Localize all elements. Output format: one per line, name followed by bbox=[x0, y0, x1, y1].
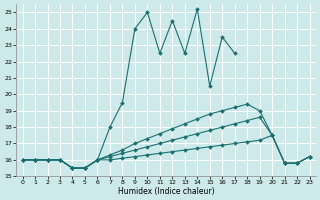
X-axis label: Humidex (Indice chaleur): Humidex (Indice chaleur) bbox=[118, 187, 214, 196]
